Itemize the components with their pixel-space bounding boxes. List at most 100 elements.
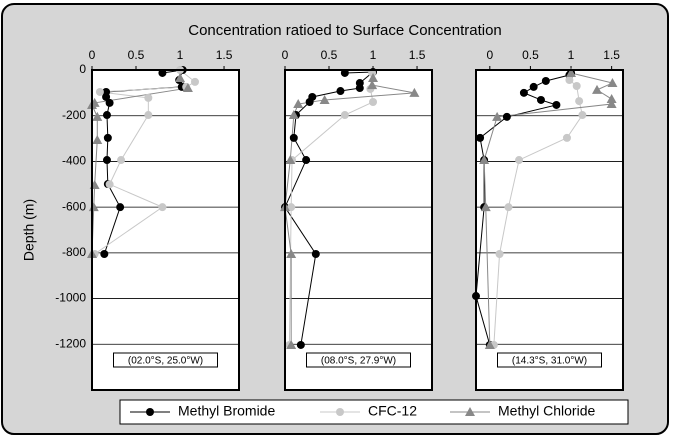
marker bbox=[519, 88, 528, 97]
x-tick-label: 0.5 bbox=[321, 48, 338, 62]
y-tick-label: 0 bbox=[79, 62, 86, 76]
plot-border bbox=[475, 69, 624, 391]
marker bbox=[105, 180, 114, 189]
marker bbox=[102, 92, 111, 101]
marker bbox=[286, 249, 297, 258]
legend-label: Methyl Bromide bbox=[178, 403, 275, 419]
marker bbox=[502, 112, 511, 121]
legend-label: Methyl Chloride bbox=[498, 403, 595, 419]
series-line bbox=[284, 77, 415, 345]
marker bbox=[480, 202, 491, 212]
x-tick-label: 0.5 bbox=[522, 48, 539, 62]
x-tick-label: 1.5 bbox=[603, 48, 620, 62]
marker bbox=[293, 99, 304, 109]
marker bbox=[606, 94, 617, 104]
x-tick-label: 1 bbox=[370, 48, 377, 62]
marker bbox=[116, 203, 125, 212]
marker bbox=[175, 73, 186, 82]
x-tick-label: 1.5 bbox=[409, 48, 426, 62]
marker bbox=[504, 203, 513, 212]
marker bbox=[190, 77, 199, 86]
marker bbox=[368, 73, 379, 82]
marker bbox=[288, 110, 299, 120]
marker bbox=[289, 133, 298, 142]
location-box bbox=[306, 352, 411, 368]
marker bbox=[311, 250, 320, 258]
title: Concentration ratioed to Surface Concent… bbox=[188, 22, 502, 39]
x-tick-label: 1 bbox=[568, 48, 575, 62]
x-tick-label: 0.5 bbox=[128, 48, 145, 62]
marker bbox=[409, 87, 420, 97]
y-tick-label: -1200 bbox=[55, 336, 86, 350]
y-axis-label: Depth (m) bbox=[21, 199, 37, 261]
marker bbox=[92, 111, 103, 121]
location-label: (02.0°S, 25.0°W) bbox=[128, 356, 203, 367]
y-tick-label: -400 bbox=[62, 154, 86, 168]
location-label: (08.0°S, 27.9°W) bbox=[321, 356, 396, 367]
marker bbox=[592, 84, 603, 94]
x-tick-label: 0 bbox=[486, 48, 493, 62]
marker bbox=[319, 94, 330, 104]
y-tick-label: -1000 bbox=[55, 291, 86, 305]
marker bbox=[92, 134, 103, 144]
x-tick-label: 1.5 bbox=[216, 48, 233, 62]
marker bbox=[355, 84, 364, 93]
marker bbox=[465, 407, 475, 416]
marker bbox=[515, 156, 524, 165]
marker bbox=[529, 82, 538, 91]
marker bbox=[144, 111, 153, 120]
location-box bbox=[497, 352, 602, 368]
marker bbox=[536, 95, 545, 104]
marker bbox=[607, 78, 618, 88]
marker bbox=[102, 156, 111, 165]
marker bbox=[578, 111, 587, 120]
marker bbox=[302, 156, 311, 165]
x-tick-label: 1 bbox=[177, 48, 184, 62]
marker bbox=[102, 111, 111, 120]
marker bbox=[479, 155, 490, 165]
marker bbox=[117, 156, 126, 165]
marker bbox=[565, 76, 574, 85]
marker bbox=[336, 87, 345, 96]
marker bbox=[492, 111, 503, 121]
marker bbox=[562, 133, 571, 142]
marker bbox=[95, 87, 104, 96]
marker bbox=[287, 203, 296, 212]
plot-border bbox=[284, 69, 433, 391]
marker bbox=[336, 408, 344, 416]
location-box bbox=[113, 352, 218, 368]
marker bbox=[575, 97, 584, 106]
marker bbox=[158, 203, 167, 212]
y-tick-label: -600 bbox=[62, 199, 86, 213]
marker bbox=[340, 111, 349, 120]
plot-area bbox=[285, 70, 432, 390]
marker bbox=[552, 100, 561, 109]
x-tick-label: 0 bbox=[282, 48, 289, 62]
y-tick-label: -800 bbox=[62, 245, 86, 259]
plot-border bbox=[91, 69, 240, 391]
marker bbox=[144, 93, 153, 102]
location-label: (14.3°S, 31.0°W) bbox=[512, 356, 587, 367]
legend bbox=[119, 399, 629, 425]
marker bbox=[541, 76, 550, 85]
marker bbox=[103, 133, 112, 142]
marker bbox=[369, 98, 378, 106]
marker bbox=[285, 155, 296, 165]
marker bbox=[182, 83, 193, 93]
marker bbox=[566, 67, 577, 77]
marker bbox=[105, 98, 114, 107]
marker bbox=[367, 80, 378, 90]
series-line bbox=[94, 69, 196, 255]
legend-label: CFC-12 bbox=[368, 403, 417, 419]
plot-area bbox=[476, 70, 623, 390]
plot-area bbox=[92, 70, 239, 390]
y-tick-label: -200 bbox=[62, 108, 86, 122]
marker bbox=[476, 133, 485, 142]
marker bbox=[100, 250, 109, 258]
marker bbox=[484, 339, 495, 349]
marker bbox=[305, 98, 314, 106]
marker bbox=[495, 250, 504, 258]
marker bbox=[572, 82, 581, 90]
marker bbox=[286, 339, 297, 349]
